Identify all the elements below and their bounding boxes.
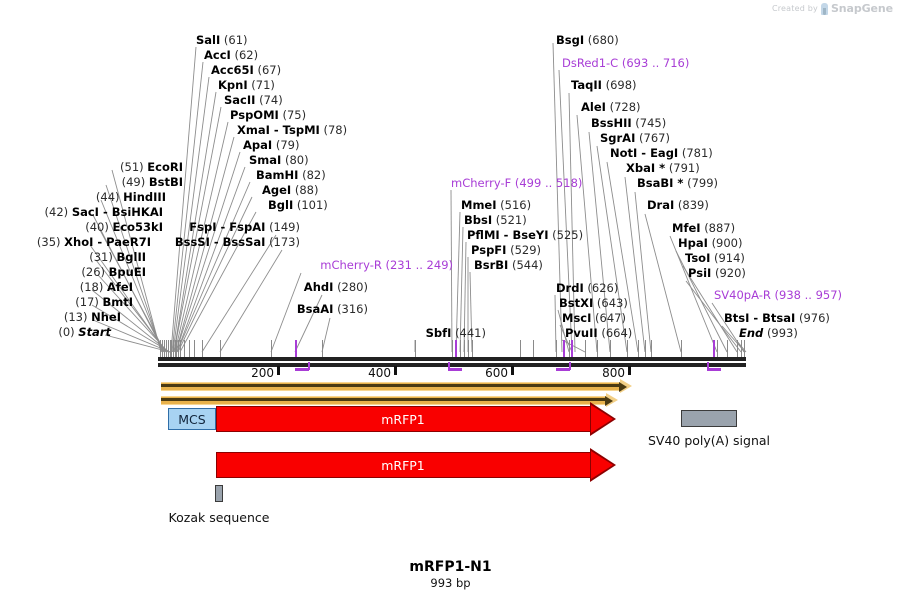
enzyme-label[interactable]: BssHII (745) — [591, 116, 667, 130]
enzyme-label[interactable]: XbaI * (791) — [626, 161, 700, 175]
enzyme-label[interactable]: BsrBI (544) — [474, 258, 543, 272]
enzyme-label[interactable]: ApaI (79) — [243, 138, 300, 152]
enzyme-label[interactable]: TsoI (914) — [685, 251, 745, 265]
enzyme-label[interactable]: BstXI (643) — [559, 296, 628, 310]
ruler-tick — [628, 366, 631, 375]
enzyme-label[interactable]: (31) BglII — [89, 250, 146, 264]
primer-label[interactable]: DsRed1-C (693 .. 716) — [562, 56, 690, 70]
enzyme-label[interactable]: SbfI (441) — [425, 326, 486, 340]
enzyme-label[interactable]: PspFI (529) — [471, 243, 542, 257]
enzyme-label[interactable]: (44) HindIII — [95, 190, 166, 204]
snapgene-logo-icon — [820, 2, 828, 15]
ruler-label: 200 — [251, 366, 274, 380]
feature-cds-mrfp1-lower[interactable]: mRFP1 — [216, 448, 616, 482]
feature-cds-mrfp1-upper[interactable]: mRFP1 — [216, 402, 616, 436]
arrow-head-inner-icon — [605, 395, 613, 406]
enzyme-label[interactable]: BbsI (521) — [464, 213, 527, 227]
enzyme-label[interactable]: Acc65I (67) — [211, 63, 282, 77]
snapgene-watermark: Created by SnapGene — [772, 2, 893, 15]
enzyme-label[interactable]: BsgI (680) — [556, 33, 619, 47]
enzyme-label[interactable]: HpaI (900) — [678, 236, 743, 250]
cds-label: mRFP1 — [381, 457, 425, 473]
enzyme-label[interactable]: SacII (74) — [224, 93, 283, 107]
orange-arrow-core — [161, 384, 621, 387]
enzyme-label[interactable]: KpnI (71) — [218, 78, 275, 92]
orange-arrow-lower[interactable] — [161, 393, 618, 407]
mcs-label: MCS — [178, 411, 206, 427]
enzyme-label[interactable]: PsiI (920) — [688, 266, 746, 280]
orange-arrow-upper[interactable] — [161, 379, 632, 393]
primer-label[interactable]: mCherry-F (499 .. 518) — [451, 176, 583, 190]
backbone-line-top — [158, 357, 746, 361]
enzyme-label[interactable]: PspOMI (75) — [230, 108, 307, 122]
enzyme-label[interactable]: SmaI (80) — [249, 153, 309, 167]
enzyme-label[interactable]: BsaBI * (799) — [637, 176, 719, 190]
feature-mcs[interactable]: MCS — [168, 408, 216, 430]
ruler-label: 400 — [368, 366, 391, 380]
enzyme-label[interactable]: BglI (101) — [268, 198, 328, 212]
enzyme-label[interactable]: (35) XhoI - PaeR7I — [36, 235, 151, 249]
enzyme-label[interactable]: MmeI (516) — [461, 198, 532, 212]
enzyme-label[interactable]: SalI (61) — [196, 33, 248, 47]
ruler-label: 800 — [602, 366, 625, 380]
enzyme-label[interactable]: NotI - EagI (781) — [610, 146, 713, 160]
enzyme-label[interactable]: (42) SacI - BsiHKAI — [44, 205, 163, 219]
kozak-label: Kozak sequence — [168, 510, 270, 525]
enzyme-label[interactable]: End (993) — [739, 326, 798, 340]
enzyme-label[interactable]: FspI - FspAI (149) — [189, 220, 300, 234]
ruler-tick — [277, 366, 280, 375]
enzyme-label[interactable]: PvuII (664) — [565, 326, 633, 340]
enzyme-label[interactable]: BtsI - BtsaI (976) — [724, 311, 830, 325]
enzyme-label[interactable]: BamHI (82) — [256, 168, 326, 182]
orange-arrow-core — [161, 398, 607, 401]
ruler-tick — [511, 366, 514, 375]
enzyme-label[interactable]: DrdI (626) — [556, 281, 619, 295]
enzyme-label[interactable]: (0) Start — [58, 325, 111, 339]
enzyme-label[interactable]: TaqII (698) — [571, 78, 637, 92]
enzyme-label[interactable]: MscI (647) — [562, 311, 626, 325]
plasmid-title: mRFP1-N1 — [409, 559, 492, 575]
enzyme-label[interactable]: (51) EcoRI — [120, 160, 183, 174]
enzyme-label[interactable]: DraI (839) — [647, 198, 709, 212]
enzyme-label[interactable]: XmaI - TspMI (78) — [237, 123, 348, 137]
cds-body — [216, 452, 590, 478]
plasmid-length: 993 bp — [430, 576, 471, 590]
enzyme-label[interactable]: (17) BmtI — [75, 295, 133, 309]
enzyme-label[interactable]: AhdI (280) — [303, 280, 368, 294]
backbone-line-bottom — [158, 363, 746, 367]
arrow-head-inner-icon — [591, 450, 613, 479]
enzyme-label[interactable]: (26) BpuEI — [81, 265, 146, 279]
enzyme-label[interactable]: MfeI (887) — [672, 221, 736, 235]
enzyme-label[interactable]: (18) AfeI — [79, 280, 133, 294]
enzyme-label[interactable]: AccI (62) — [204, 48, 259, 62]
enzyme-label[interactable]: (13) NheI — [63, 310, 121, 324]
primer-label[interactable]: mCherry-R (231 .. 249) — [320, 258, 453, 272]
feature-kozak-box[interactable] — [215, 485, 223, 502]
enzyme-label[interactable]: (49) BstBI — [121, 175, 183, 189]
enzyme-label[interactable]: (40) Eco53kI — [85, 220, 163, 234]
enzyme-label[interactable]: AgeI (88) — [262, 183, 319, 197]
enzyme-label[interactable]: PflMI - BseYI (525) — [467, 228, 584, 242]
arrow-head-inner-icon — [619, 381, 627, 392]
arrow-head-inner-icon — [591, 404, 613, 433]
feature-sv40-polya-box[interactable] — [681, 410, 737, 427]
ruler-label: 600 — [485, 366, 508, 380]
cds-body — [216, 406, 590, 432]
ruler-tick — [394, 366, 397, 375]
enzyme-label[interactable]: BssSI - BssSaI (173) — [174, 235, 300, 249]
primer-label[interactable]: SV40pA-R (938 .. 957) — [714, 288, 843, 302]
watermark-created-by: Created by — [771, 4, 818, 13]
watermark-brand: SnapGene — [830, 2, 893, 15]
enzyme-label[interactable]: BsaAI (316) — [296, 302, 368, 316]
enzyme-label[interactable]: SgrAI (767) — [600, 131, 670, 145]
cds-label: mRFP1 — [381, 411, 425, 427]
enzyme-label[interactable]: AleI (728) — [581, 100, 641, 114]
sv40-polya-label: SV40 poly(A) signal — [647, 433, 771, 448]
